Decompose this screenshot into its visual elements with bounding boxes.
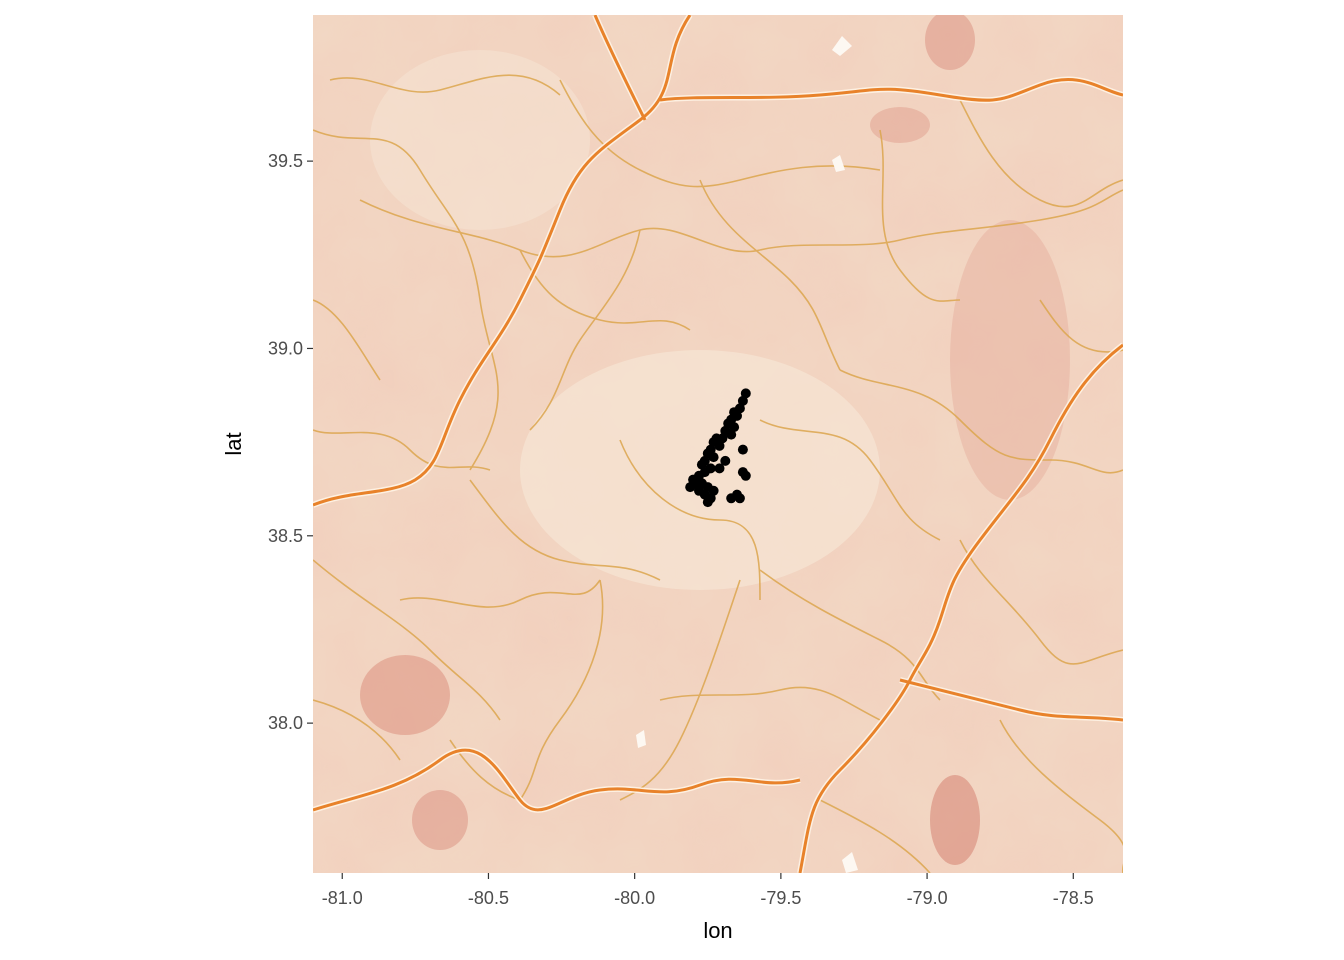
x-tick-label: -81.0 <box>322 888 363 908</box>
data-point <box>714 463 725 474</box>
data-point <box>740 470 751 481</box>
y-tick-label: 39.0 <box>268 338 303 358</box>
lake-shape <box>636 730 646 748</box>
map-dark-wash <box>925 15 975 70</box>
data-point <box>696 459 707 470</box>
data-point <box>740 388 751 399</box>
data-point <box>737 444 748 455</box>
data-point <box>708 485 719 496</box>
x-tick-label: -80.5 <box>468 888 509 908</box>
data-point <box>734 493 745 504</box>
data-point <box>694 485 704 496</box>
major-roads <box>313 15 1123 873</box>
data-point <box>714 440 725 451</box>
minor-roads <box>313 74 1123 873</box>
data-point <box>708 452 719 463</box>
y-tick-label: 38.0 <box>268 713 303 733</box>
data-points <box>685 388 751 508</box>
x-tick-label: -79.5 <box>760 888 801 908</box>
data-point <box>702 497 713 508</box>
data-point <box>737 395 748 406</box>
lake-shape <box>832 155 845 172</box>
map-light-wash <box>370 50 590 230</box>
lake-shape <box>832 36 852 56</box>
data-point <box>685 482 696 493</box>
data-point <box>729 422 740 433</box>
x-tick-label: -79.0 <box>907 888 948 908</box>
x-axis: -81.0 -80.5 -80.0 -79.5 -79.0 -78.5 <box>322 873 1094 908</box>
x-axis-title: lon <box>703 918 732 943</box>
map-light-wash <box>520 350 880 590</box>
map-dark-wash <box>412 790 468 850</box>
x-tick-label: -78.5 <box>1053 888 1094 908</box>
y-axis: 38.0 38.5 39.0 39.5 <box>268 151 313 733</box>
map-dark-wash <box>870 107 930 143</box>
map-dark-wash <box>950 220 1070 500</box>
data-point <box>726 429 737 440</box>
data-point <box>726 493 737 504</box>
lake-shape <box>842 852 858 873</box>
map-dark-wash <box>930 775 980 865</box>
y-tick-label: 39.5 <box>268 151 303 171</box>
y-axis-title: lat <box>221 432 246 455</box>
data-point <box>720 455 731 466</box>
x-tick-label: -80.0 <box>614 888 655 908</box>
map-dark-wash <box>360 655 450 735</box>
y-tick-label: 38.5 <box>268 526 303 546</box>
